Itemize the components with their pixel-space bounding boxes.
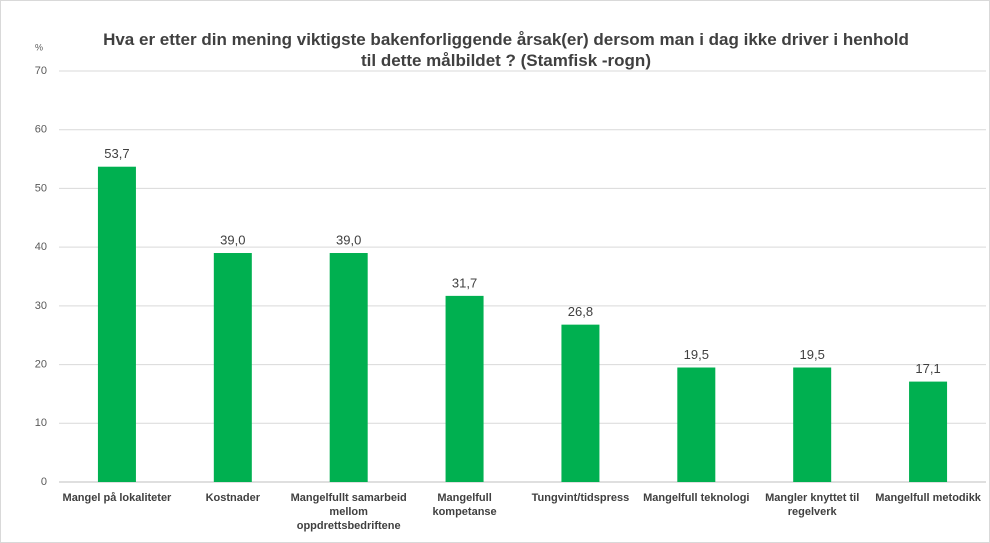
y-tick-label: 10 [35,417,47,429]
value-label: 19,5 [800,347,825,362]
x-tick-label: Mangelfull metodikk [875,492,981,504]
bar [909,381,948,482]
x-tick-label: Mangelfull teknologi [643,492,750,504]
bar [677,367,716,482]
value-label: 53,7 [104,146,129,161]
value-label: 31,7 [452,275,477,290]
y-tick-label: 30 [35,300,47,312]
y-tick-label: 0 [41,476,47,488]
value-label: 39,0 [220,232,245,247]
value-label: 39,0 [336,232,361,247]
value-label: 17,1 [915,361,940,376]
bar [561,324,600,482]
x-tick-label: Mangler knyttet til regelverk [765,492,860,518]
x-tick-label: Mangelfull kompetanse [432,492,497,518]
x-tick-label: Mangel på lokaliteter [62,492,172,504]
y-tick-label: 50 [35,182,47,194]
value-label: 26,8 [568,304,593,319]
y-tick-label: 60 [35,124,47,136]
y-tick-label: 70 [35,65,47,77]
bar [213,253,252,482]
bar [793,367,832,482]
bar [445,295,484,482]
x-tick-label: Tungvint/tidspress [531,492,630,504]
bar [97,166,136,482]
y-tick-label: 40 [35,241,47,253]
bar [329,253,368,482]
y-axis-label: % [35,42,43,52]
x-tick-label: Mangelfullt samarbeid mellom oppdrettsbe… [290,492,407,532]
value-label: 19,5 [684,347,709,362]
x-tick-label: Kostnader [205,492,261,504]
y-tick-label: 20 [35,358,47,370]
chart-title: Hva er etter din mening viktigste bakenf… [103,30,909,70]
